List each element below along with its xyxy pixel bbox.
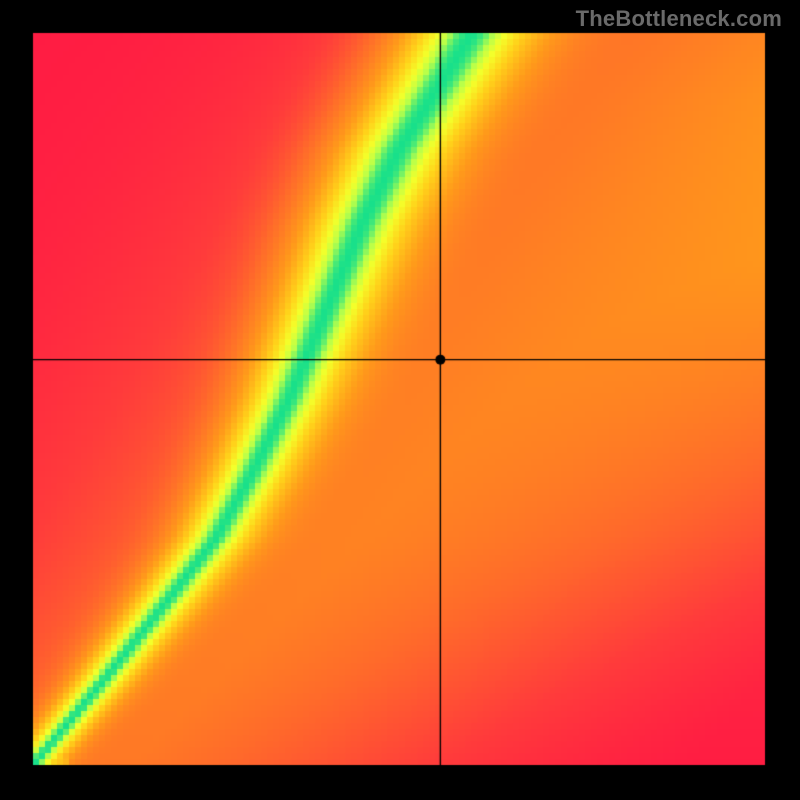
watermark-text: TheBottleneck.com bbox=[576, 6, 782, 32]
heatmap-canvas bbox=[0, 0, 800, 800]
